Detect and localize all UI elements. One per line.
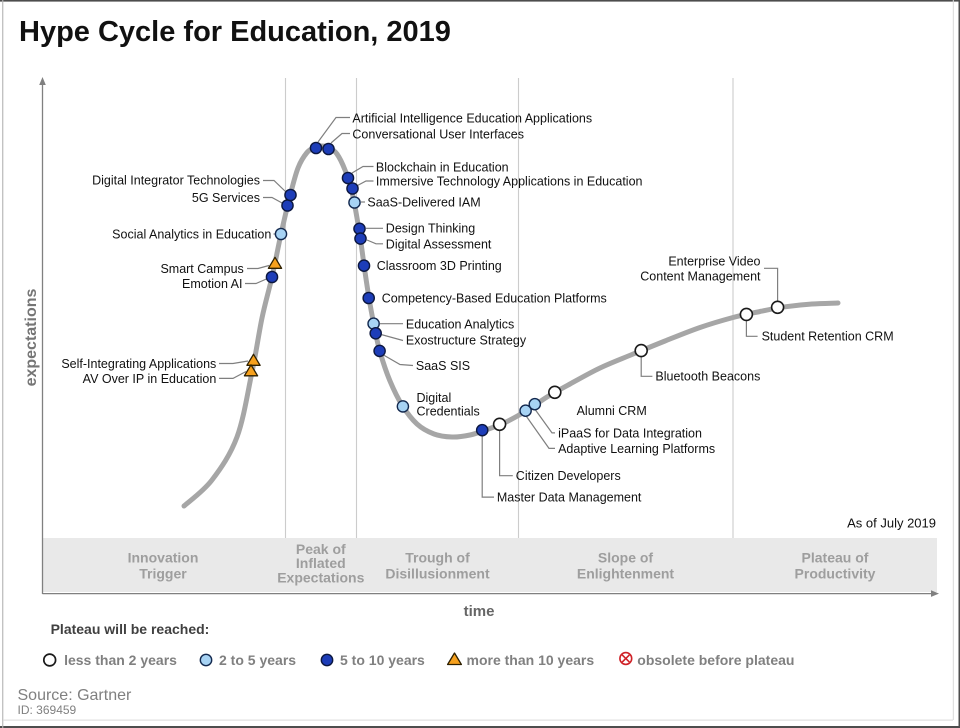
- svg-text:Emotion AI: Emotion AI: [182, 277, 242, 291]
- svg-text:Digital: Digital: [417, 391, 452, 405]
- svg-text:Digital Integrator Technologie: Digital Integrator Technologies: [92, 174, 260, 188]
- svg-text:As of July 2019: As of July 2019: [847, 516, 936, 531]
- svg-text:expectations: expectations: [23, 288, 40, 386]
- svg-text:Design Thinking: Design Thinking: [386, 222, 475, 236]
- svg-text:Source: Gartner: Source: Gartner: [18, 687, 133, 704]
- svg-text:SaaS SIS: SaaS SIS: [416, 359, 470, 373]
- svg-text:Competency-Based Education Pla: Competency-Based Education Platforms: [382, 292, 607, 306]
- svg-text:Bluetooth Beacons: Bluetooth Beacons: [655, 370, 760, 384]
- svg-text:ID: 369459: ID: 369459: [18, 703, 77, 717]
- svg-text:Enterprise Video: Enterprise Video: [668, 255, 760, 269]
- svg-text:iPaaS for Data Integration: iPaaS for Data Integration: [558, 426, 702, 440]
- svg-text:2 to 5 years: 2 to 5 years: [219, 652, 296, 668]
- svg-text:less than 2 years: less than 2 years: [64, 652, 177, 668]
- svg-text:Alumni CRM: Alumni CRM: [577, 404, 647, 418]
- svg-text:Smart Campus: Smart Campus: [160, 262, 243, 276]
- svg-text:Plateau will be reached:: Plateau will be reached:: [51, 621, 210, 637]
- svg-text:Blockchain in Education: Blockchain in Education: [376, 161, 509, 175]
- svg-text:Social Analytics in Education: Social Analytics in Education: [112, 227, 271, 241]
- svg-text:Hype Cycle for Education, 2019: Hype Cycle for Education, 2019: [19, 16, 451, 48]
- svg-text:Conversational User Interfaces: Conversational User Interfaces: [352, 128, 524, 142]
- svg-text:Student Retention CRM: Student Retention CRM: [762, 330, 894, 344]
- svg-text:Self-Integrating Applications: Self-Integrating Applications: [61, 357, 216, 371]
- svg-text:Master Data Management: Master Data Management: [497, 491, 642, 505]
- svg-text:Credentials: Credentials: [417, 404, 480, 418]
- svg-text:more than 10 years: more than 10 years: [467, 652, 595, 668]
- svg-text:obsolete before plateau: obsolete before plateau: [637, 652, 794, 668]
- svg-text:SaaS-Delivered IAM: SaaS-Delivered IAM: [367, 195, 480, 209]
- svg-text:Classroom 3D Printing: Classroom 3D Printing: [377, 259, 502, 273]
- svg-text:Education Analytics: Education Analytics: [406, 317, 514, 331]
- svg-text:Digital Assessment: Digital Assessment: [386, 237, 492, 251]
- svg-text:Adaptive Learning Platforms: Adaptive Learning Platforms: [558, 442, 715, 456]
- svg-text:Immersive Technology Applicati: Immersive Technology Applications in Edu…: [376, 175, 643, 189]
- svg-text:Exostructure Strategy: Exostructure Strategy: [406, 334, 527, 348]
- svg-text:Content Management: Content Management: [640, 269, 761, 283]
- svg-text:AV Over IP in Education: AV Over IP in Education: [83, 372, 217, 386]
- svg-text:Artificial Intelligence Educat: Artificial Intelligence Education Applic…: [352, 112, 592, 126]
- svg-text:time: time: [464, 603, 495, 620]
- svg-text:Citizen Developers: Citizen Developers: [516, 469, 621, 483]
- svg-text:5 to 10 years: 5 to 10 years: [340, 652, 425, 668]
- svg-text:5G Services: 5G Services: [192, 191, 260, 205]
